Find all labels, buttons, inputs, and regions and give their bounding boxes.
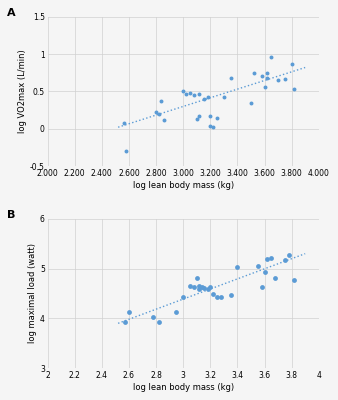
Point bbox=[153, 109, 159, 116]
Point bbox=[265, 70, 270, 76]
Point bbox=[194, 274, 199, 281]
Point bbox=[269, 254, 274, 261]
Point bbox=[151, 314, 156, 320]
Point bbox=[197, 286, 202, 293]
Point bbox=[235, 263, 240, 270]
Point bbox=[201, 96, 206, 102]
Point bbox=[183, 91, 189, 98]
Text: B: B bbox=[7, 210, 15, 220]
Point bbox=[273, 274, 278, 281]
Point bbox=[265, 256, 270, 262]
Point bbox=[197, 91, 202, 98]
Point bbox=[191, 92, 197, 98]
Point bbox=[194, 116, 199, 122]
Y-axis label: log VO2max (L/min): log VO2max (L/min) bbox=[18, 50, 27, 133]
Point bbox=[221, 94, 226, 100]
Point bbox=[282, 76, 288, 83]
Point bbox=[159, 98, 164, 104]
Point bbox=[248, 99, 254, 106]
Point bbox=[156, 319, 162, 325]
Point bbox=[180, 88, 186, 94]
Point bbox=[197, 113, 202, 119]
Point bbox=[156, 110, 162, 117]
Text: A: A bbox=[7, 8, 16, 18]
Point bbox=[282, 256, 288, 263]
Point bbox=[259, 284, 265, 291]
Point bbox=[269, 54, 274, 60]
Point bbox=[275, 77, 281, 83]
X-axis label: log lean body mass (kg): log lean body mass (kg) bbox=[132, 383, 234, 392]
Point bbox=[162, 116, 167, 123]
Point bbox=[228, 75, 233, 81]
Point bbox=[292, 276, 297, 283]
Point bbox=[122, 319, 127, 326]
Point bbox=[174, 309, 179, 315]
Point bbox=[292, 86, 297, 92]
Point bbox=[205, 286, 210, 293]
Point bbox=[121, 120, 126, 126]
Point bbox=[205, 94, 210, 100]
Point bbox=[124, 148, 129, 154]
Point bbox=[180, 294, 186, 301]
Point bbox=[191, 284, 197, 291]
Point bbox=[251, 70, 256, 76]
Point bbox=[255, 263, 261, 269]
Point bbox=[262, 84, 267, 90]
Point bbox=[208, 123, 213, 130]
Point bbox=[187, 90, 193, 96]
Point bbox=[210, 124, 216, 130]
Point bbox=[201, 285, 206, 292]
X-axis label: log lean body mass (kg): log lean body mass (kg) bbox=[132, 180, 234, 190]
Point bbox=[126, 309, 132, 315]
Point bbox=[208, 284, 213, 291]
Point bbox=[259, 73, 265, 80]
Y-axis label: log maximal load (watt): log maximal load (watt) bbox=[28, 244, 37, 344]
Point bbox=[265, 75, 270, 81]
Point bbox=[208, 113, 213, 119]
Point bbox=[187, 283, 193, 289]
Point bbox=[197, 283, 202, 289]
Point bbox=[262, 269, 267, 275]
Point bbox=[286, 252, 292, 258]
Point bbox=[228, 292, 233, 298]
Point bbox=[210, 291, 216, 298]
Point bbox=[218, 294, 224, 301]
Point bbox=[289, 60, 294, 67]
Point bbox=[214, 294, 220, 301]
Point bbox=[199, 284, 205, 291]
Point bbox=[214, 115, 220, 122]
